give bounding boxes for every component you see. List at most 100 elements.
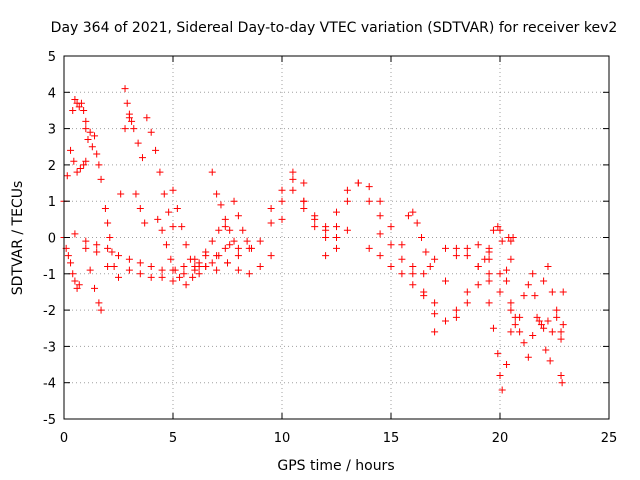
y-tick-label: 2 [48,159,56,174]
data-point [239,226,247,234]
data-point [156,168,164,176]
data-point [300,197,308,205]
data-point [542,346,550,354]
y-tick-label: 5 [48,50,56,65]
data-point [398,270,406,278]
data-point [322,252,330,260]
data-point [463,288,471,296]
series-arc-28 [431,226,515,336]
data-point [71,96,79,104]
data-point [498,386,506,394]
data-point [208,168,216,176]
data-point [289,175,297,183]
data-point [343,197,351,205]
data-point [104,263,112,271]
data-point [559,288,567,296]
data-point [540,277,548,285]
chart-title: Day 364 of 2021, Sidereal Day-to-day VTE… [51,20,618,36]
y-tick-label: -1 [43,268,56,283]
series-arc-03 [82,125,105,183]
data-point [138,154,146,162]
data-point [524,281,532,289]
data-point [365,197,373,205]
data-point [64,252,72,260]
data-point [409,281,417,289]
series-arc-29 [481,223,515,314]
data-point [343,226,351,234]
data-point [108,248,116,256]
data-point [91,132,99,140]
data-point [267,204,275,212]
data-point [226,241,234,249]
data-point [70,157,78,165]
data-point [132,190,140,198]
data-point [97,175,105,183]
data-point [496,226,504,234]
data-point [95,161,103,169]
data-point [141,219,149,227]
data-point [463,252,471,260]
data-point [136,270,144,278]
data-point [333,244,340,252]
data-point [226,226,234,234]
data-point [180,270,188,278]
data-point [289,186,297,194]
data-point [267,252,275,260]
data-point [110,263,118,271]
data-point [128,117,136,125]
y-tick-label: -5 [43,413,56,428]
y-tick-label: 1 [48,195,56,210]
data-point [80,161,88,169]
data-point [557,328,565,336]
y-tick-label: -3 [43,340,56,355]
x-axis-label: GPS time / hours [277,458,394,474]
data-point [256,263,264,271]
data-point [67,259,75,267]
data-point [84,135,92,143]
data-point [496,371,504,379]
y-tick-label: -2 [43,304,56,319]
data-point [507,299,515,307]
data-point [180,263,188,271]
data-point [507,328,515,336]
data-point [311,223,319,231]
data-point [234,212,242,220]
data-point [82,117,90,125]
y-axis-label: SDTVAR / TECUs [10,181,26,296]
data-point [520,339,528,347]
data-point [230,237,238,245]
data-point [202,263,210,271]
data-point [158,273,166,281]
series-arc-11 [132,190,149,227]
data-point [300,179,308,187]
data-point [387,263,395,271]
data-point [147,273,155,281]
data-point [409,208,417,216]
data-point [452,306,460,314]
data-point [162,241,170,249]
data-point [442,277,449,285]
data-point [147,263,155,271]
data-point [537,321,545,329]
data-point [182,281,190,289]
data-point [189,273,197,281]
data-point [136,204,144,212]
x-gridlines [172,56,501,419]
data-point [221,215,229,223]
data-point [442,317,449,325]
y-tick-label: -4 [43,377,56,392]
data-point [152,146,160,154]
data-point [544,263,552,271]
data-point [503,361,511,369]
data-point [91,284,99,292]
data-point [173,204,181,212]
series-arc-14 [169,186,203,278]
data-point [431,255,439,263]
data-point [322,234,330,241]
data-point [230,197,238,205]
data-point [398,241,406,249]
data-point [431,310,439,318]
data-point [540,324,548,332]
data-point [130,125,138,133]
data-point [300,204,308,212]
